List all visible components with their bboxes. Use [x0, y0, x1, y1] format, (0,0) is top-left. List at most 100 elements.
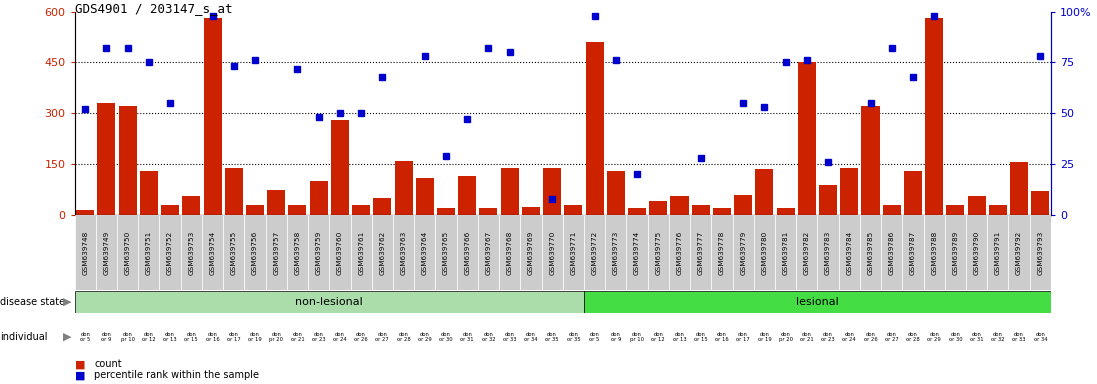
Text: don
pr 10: don pr 10 [121, 331, 135, 343]
Bar [692, 205, 710, 215]
Bar [840, 167, 858, 215]
Bar [520, 215, 542, 290]
Bar [372, 315, 393, 359]
Bar [966, 215, 987, 290]
Bar [733, 315, 754, 359]
Bar [98, 103, 115, 215]
Bar [987, 215, 1008, 290]
Text: GSM639774: GSM639774 [634, 230, 640, 275]
Text: disease state: disease state [0, 297, 65, 307]
Text: don
or 28: don or 28 [397, 331, 410, 343]
Bar [798, 62, 816, 215]
Bar [690, 315, 711, 359]
Bar [607, 171, 625, 215]
Text: GSM639769: GSM639769 [528, 230, 534, 275]
Text: ■: ■ [75, 359, 89, 369]
Bar [245, 315, 265, 359]
Bar [649, 202, 667, 215]
Text: GSM639768: GSM639768 [507, 230, 512, 275]
Bar [903, 215, 924, 290]
Text: GSM639764: GSM639764 [422, 230, 428, 275]
Text: don
or 35: don or 35 [566, 331, 580, 343]
Bar [395, 161, 412, 215]
Text: don
or 34: don or 34 [524, 331, 538, 343]
Text: GSM639786: GSM639786 [889, 230, 895, 275]
Text: don
or 9: don or 9 [101, 331, 112, 343]
Text: lesional: lesional [796, 297, 839, 307]
Bar [351, 315, 372, 359]
Bar [308, 315, 329, 359]
Bar [522, 207, 540, 215]
Bar [478, 215, 499, 290]
Bar [1030, 315, 1051, 359]
Bar [774, 315, 796, 359]
Text: GSM639753: GSM639753 [189, 230, 194, 275]
Bar [690, 215, 711, 290]
Bar [1030, 215, 1051, 290]
Bar [118, 106, 137, 215]
Text: GSM639766: GSM639766 [464, 230, 471, 275]
Text: GSM639782: GSM639782 [804, 230, 810, 275]
Bar [987, 315, 1008, 359]
Text: GSM639771: GSM639771 [570, 230, 576, 275]
Bar [754, 215, 774, 290]
Bar [670, 196, 689, 215]
Text: GSM639770: GSM639770 [550, 230, 555, 275]
Bar [777, 208, 794, 215]
Text: don
or 31: don or 31 [970, 331, 983, 343]
Text: don
or 30: don or 30 [439, 331, 453, 343]
Bar [606, 215, 626, 290]
Text: GSM639787: GSM639787 [911, 230, 916, 275]
Bar [1010, 162, 1028, 215]
Bar [436, 315, 456, 359]
Text: GSM639772: GSM639772 [591, 230, 598, 275]
Bar [839, 315, 860, 359]
Text: count: count [94, 359, 122, 369]
Text: GDS4901 / 203147_s_at: GDS4901 / 203147_s_at [75, 2, 233, 15]
Text: GSM639778: GSM639778 [719, 230, 725, 275]
Text: don
or 5: don or 5 [80, 331, 90, 343]
Bar [819, 185, 837, 215]
Text: don
or 21: don or 21 [800, 331, 814, 343]
Text: GSM639777: GSM639777 [698, 230, 703, 275]
Bar [584, 215, 606, 290]
Text: don
or 23: don or 23 [312, 331, 326, 343]
Bar [626, 315, 647, 359]
Bar [734, 195, 753, 215]
Bar [456, 215, 478, 290]
Bar [647, 215, 669, 290]
Text: GSM639755: GSM639755 [230, 230, 237, 275]
Bar [76, 210, 94, 215]
Text: GSM639749: GSM639749 [103, 230, 110, 275]
Text: GSM639760: GSM639760 [337, 230, 343, 275]
Text: don
or 31: don or 31 [461, 331, 474, 343]
Bar [500, 167, 519, 215]
Bar [796, 215, 817, 290]
Bar [563, 315, 584, 359]
Text: GSM639784: GSM639784 [846, 230, 852, 275]
Bar [796, 315, 817, 359]
Bar [265, 315, 286, 359]
Bar [945, 215, 966, 290]
Text: individual: individual [0, 332, 47, 342]
Bar [182, 196, 201, 215]
Bar [373, 198, 392, 215]
Bar [456, 315, 478, 359]
Bar [202, 315, 223, 359]
Bar [968, 196, 986, 215]
Bar [861, 106, 880, 215]
Bar [713, 208, 731, 215]
Bar [584, 291, 1051, 313]
Text: don
or 19: don or 19 [758, 331, 771, 343]
Bar [245, 215, 265, 290]
Text: don
or 17: don or 17 [227, 331, 240, 343]
Bar [139, 171, 158, 215]
Text: don
or 27: don or 27 [885, 331, 898, 343]
Bar [265, 215, 286, 290]
Text: GSM639775: GSM639775 [655, 230, 661, 275]
Bar [223, 315, 245, 359]
Text: GSM639758: GSM639758 [294, 230, 301, 275]
Bar [924, 315, 945, 359]
Text: GSM639761: GSM639761 [358, 230, 364, 275]
Bar [181, 315, 202, 359]
